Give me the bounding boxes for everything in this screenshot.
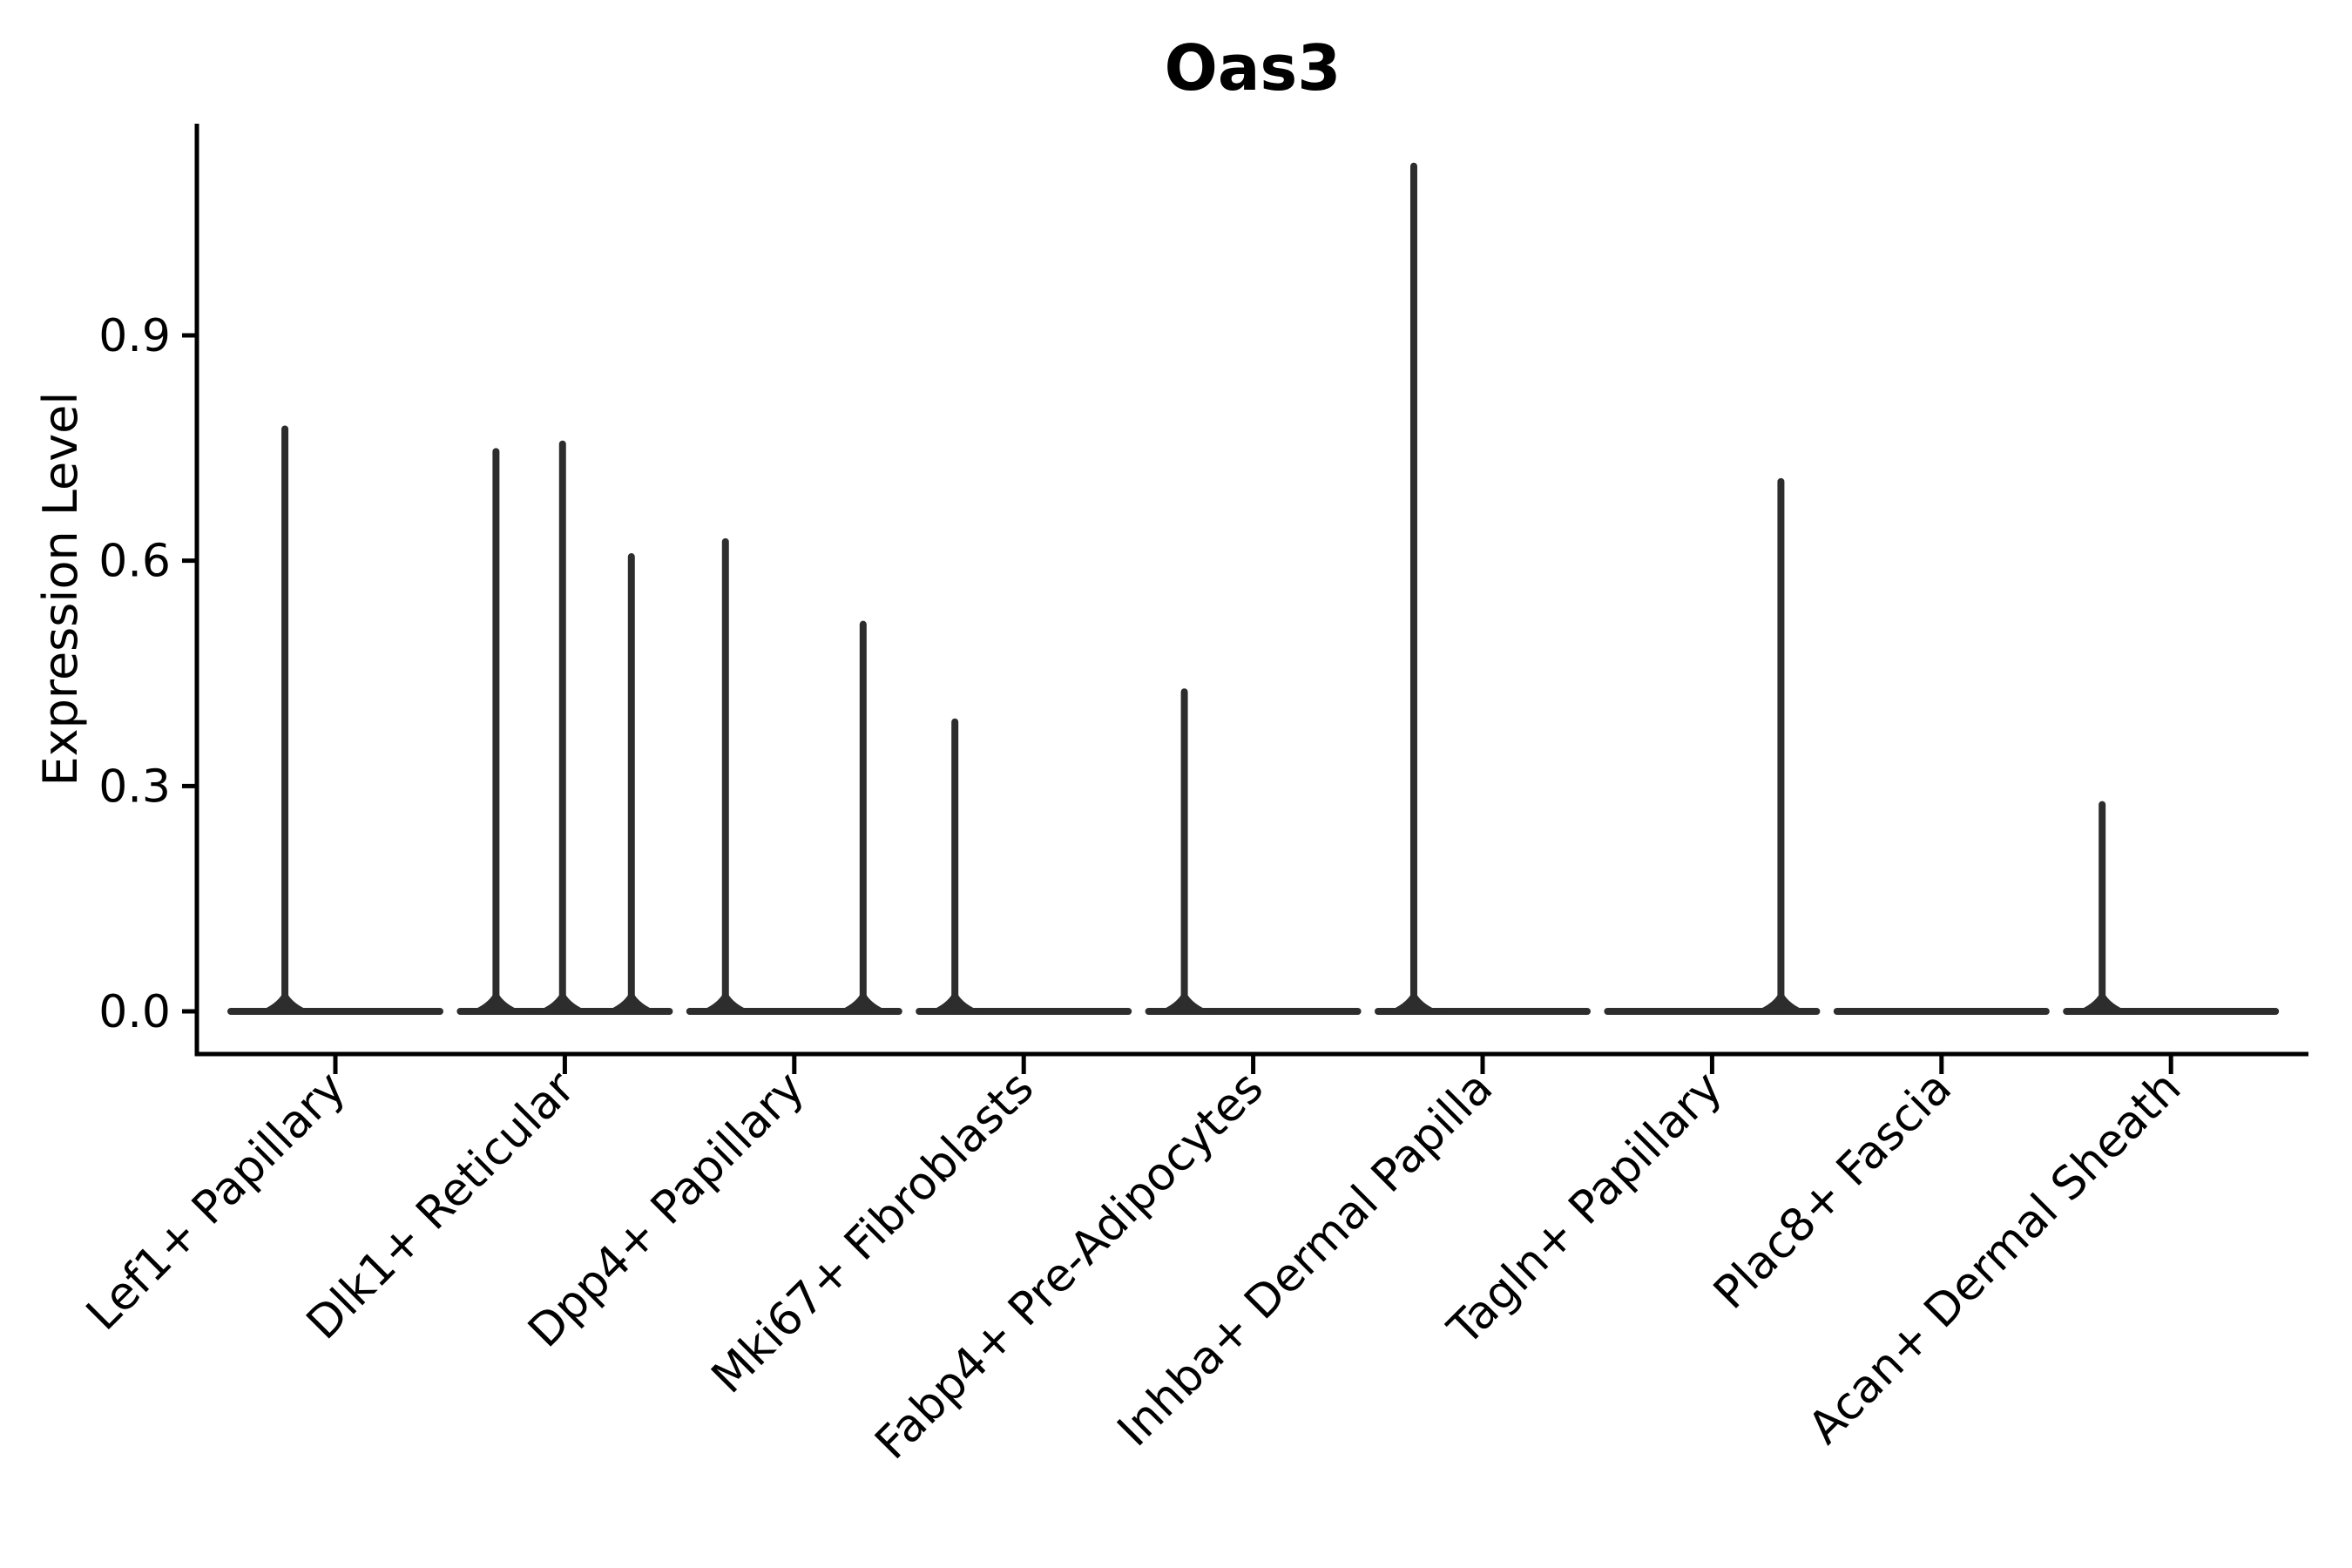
y-tick-label: 0.6: [98, 536, 171, 588]
y-tick-label: 0.0: [98, 986, 171, 1038]
x-category-label: Plac8+ Fascia: [1704, 1062, 1962, 1320]
x-category-label: Inhba+ Dermal Papilla: [1108, 1062, 1503, 1456]
violin-layer: [227, 162, 2280, 1015]
y-axis-title: Expression Level: [33, 392, 88, 787]
axes-layer: [182, 124, 2308, 1074]
x-category-label: Fabp4+ Pre-Adipocytes: [865, 1062, 1273, 1470]
x-category-label: Acan+ Dermal Sheath: [1799, 1062, 2192, 1455]
y-tick-label: 0.9: [98, 310, 171, 362]
y-tick-label: 0.3: [98, 760, 171, 813]
figure-title: Oas3: [1165, 31, 1342, 105]
